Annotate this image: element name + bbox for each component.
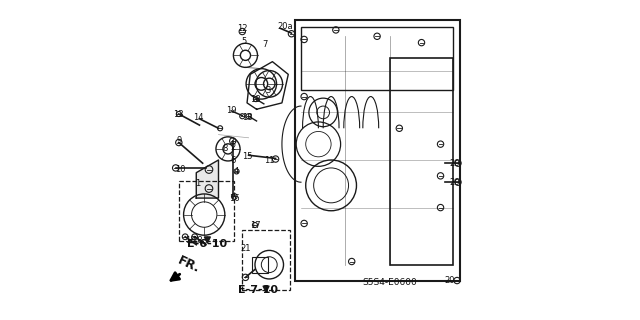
Text: 16: 16 — [229, 194, 239, 203]
Text: 20: 20 — [449, 178, 460, 187]
Text: S5S4-E0600: S5S4-E0600 — [362, 278, 417, 287]
Text: 5: 5 — [241, 36, 246, 45]
Text: 21: 21 — [240, 244, 251, 253]
Text: E-6-10: E-6-10 — [188, 239, 227, 249]
Text: 18: 18 — [242, 113, 252, 122]
Text: 11: 11 — [264, 156, 275, 164]
Text: 7: 7 — [262, 40, 267, 49]
Text: 18: 18 — [250, 95, 260, 104]
Text: 2: 2 — [230, 143, 236, 152]
Text: 15: 15 — [242, 152, 252, 161]
Text: 20a: 20a — [277, 22, 293, 31]
Text: 9: 9 — [176, 136, 182, 146]
Text: 20: 20 — [445, 276, 455, 285]
Bar — [294, 20, 460, 281]
Text: 13: 13 — [173, 109, 184, 118]
Text: E-7-10: E-7-10 — [238, 285, 278, 295]
Bar — [301, 27, 453, 90]
Text: 12: 12 — [237, 24, 248, 33]
Text: 6: 6 — [230, 156, 236, 164]
Text: 18: 18 — [193, 236, 203, 245]
Text: 14: 14 — [193, 113, 203, 122]
Text: 3: 3 — [265, 86, 270, 95]
Text: 17: 17 — [250, 220, 260, 229]
Text: 1: 1 — [195, 179, 200, 188]
Text: 10: 10 — [175, 165, 186, 174]
Text: 20: 20 — [449, 159, 460, 168]
Text: 18: 18 — [184, 236, 195, 245]
Bar — [252, 257, 268, 273]
Bar — [390, 59, 453, 265]
Text: 4: 4 — [234, 167, 239, 176]
Polygon shape — [196, 160, 218, 198]
Bar — [243, 230, 290, 290]
Bar — [179, 180, 234, 241]
Text: 8: 8 — [222, 144, 228, 153]
Text: FR.: FR. — [175, 254, 202, 276]
Text: 19: 19 — [226, 106, 236, 115]
